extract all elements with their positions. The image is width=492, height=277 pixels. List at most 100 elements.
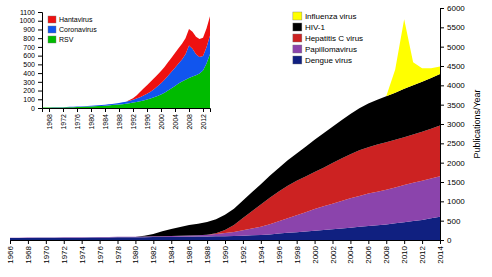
x-tick-mark — [119, 108, 120, 112]
x-tick-mark — [225, 240, 226, 244]
y-tick: 2000 — [440, 159, 465, 168]
y-tick: 5500 — [440, 23, 465, 32]
x-tick-mark — [100, 240, 101, 244]
x-tick-label: 2000 — [158, 114, 165, 130]
y-tick-mark — [38, 99, 42, 100]
x-tick-label: 1974 — [78, 245, 87, 263]
y-tick-label: 4500 — [447, 62, 465, 71]
y-tick: 1500 — [440, 178, 465, 187]
x-tick: 1978 — [114, 240, 123, 264]
x-tick-mark — [28, 240, 29, 244]
y-tick: 1100 — [20, 9, 42, 16]
x-tick: 1970 — [42, 240, 51, 264]
legend-swatch — [48, 36, 56, 43]
y-tick-mark — [440, 221, 444, 222]
y-tick-label: 6000 — [447, 4, 465, 13]
x-tick: 1992 — [239, 240, 248, 264]
area — [42, 16, 210, 107]
y-tick: 500 — [440, 217, 461, 226]
x-tick: 1980 — [131, 240, 140, 264]
x-tick: 1994 — [257, 240, 266, 264]
main-chart: 1966196819701972197419761978198019821984… — [6, 4, 482, 264]
legend-label: Influenza virus — [305, 12, 357, 21]
legend-item: Hantavirus — [48, 16, 93, 23]
x-tick-label: 1980 — [88, 114, 95, 130]
x-tick: 2000 — [311, 240, 320, 264]
y-tick-label: 1100 — [20, 9, 35, 16]
legend-swatch — [293, 34, 302, 42]
x-tick-mark — [49, 108, 50, 112]
x-tick-label: 1992 — [130, 114, 137, 130]
x-tick: 1976 — [74, 108, 81, 130]
x-tick-label: 2010 — [400, 245, 409, 263]
x-tick-mark — [153, 240, 154, 244]
x-tick-label: 1978 — [114, 245, 123, 263]
y-tick: 900 — [23, 26, 42, 33]
x-tick: 2002 — [329, 240, 338, 264]
x-tick: 1984 — [102, 108, 109, 130]
x-tick: 2006 — [364, 240, 373, 264]
y-tick-label: 700 — [23, 44, 35, 51]
x-tick-label: 1980 — [131, 245, 140, 263]
x-tick-mark — [175, 108, 176, 112]
x-tick-label: 1996 — [275, 245, 284, 263]
legend-item: Influenza virus — [293, 12, 357, 21]
x-tick-mark — [46, 240, 47, 244]
y-axis-title: Publications/Year — [472, 89, 482, 158]
legend: HantavirusCoronavirusRSV — [48, 16, 97, 43]
x-tick: 2004 — [346, 240, 355, 264]
x-tick-label: 2006 — [364, 245, 373, 263]
x-tick-label: 2008 — [186, 114, 193, 130]
y-tick-mark — [440, 182, 444, 183]
legend-swatch — [293, 12, 302, 20]
y-tick-label: 200 — [23, 87, 35, 94]
y-axis: 0500100015002000250030003500400045005000… — [440, 4, 465, 245]
y-tick: 800 — [23, 35, 42, 42]
x-tick-mark — [118, 240, 119, 244]
y-tick-mark — [38, 91, 42, 92]
y-tick-mark — [38, 38, 42, 39]
y-tick-label: 1000 — [19, 17, 35, 24]
x-tick: 1974 — [78, 240, 87, 264]
x-tick-label: 2014 — [436, 245, 445, 263]
x-tick-label: 1996 — [144, 114, 151, 130]
x-tick: 2012 — [200, 108, 207, 130]
y-tick-mark — [440, 163, 444, 164]
x-tick-mark — [207, 240, 208, 244]
x-tick-label: 1984 — [102, 114, 109, 130]
y-tick-mark — [38, 21, 42, 22]
x-tick-label: 2012 — [200, 114, 207, 130]
x-tick: 2004 — [172, 108, 179, 130]
legend-label: Hepatitis C virus — [305, 34, 363, 43]
y-tick-mark — [440, 124, 444, 125]
legend-item: Papillomavirus — [293, 45, 357, 54]
x-axis-line — [43, 109, 211, 113]
x-tick-mark — [261, 240, 262, 244]
x-tick-mark — [161, 108, 162, 112]
x-tick-mark — [147, 108, 148, 112]
legend-swatch — [293, 56, 302, 64]
legend-swatch — [293, 45, 302, 53]
x-tick: 2008 — [382, 240, 391, 264]
y-tick-mark — [38, 64, 42, 65]
x-tick-mark — [10, 240, 11, 244]
x-tick-mark — [63, 108, 64, 112]
y-tick-label: 3000 — [447, 120, 465, 129]
x-tick: 1996 — [275, 240, 284, 264]
legend-label: Coronavirus — [59, 26, 97, 33]
x-tick: 2000 — [158, 108, 165, 130]
y-tick-label: 5000 — [447, 43, 465, 52]
x-tick: 1996 — [144, 108, 151, 130]
x-tick-mark — [189, 108, 190, 112]
x-tick-mark — [368, 240, 369, 244]
y-tick: 1000 — [19, 17, 42, 24]
x-tick-label: 1970 — [42, 245, 51, 263]
x-tick-mark — [422, 240, 423, 244]
y-tick-label: 2500 — [447, 139, 465, 148]
y-tick-label: 1500 — [447, 178, 465, 187]
y-tick-mark — [38, 108, 42, 109]
y-tick-label: 0 — [31, 105, 35, 112]
y-tick-label: 500 — [23, 61, 35, 68]
x-tick-label: 1976 — [96, 245, 105, 263]
y-tick-mark — [440, 47, 444, 48]
